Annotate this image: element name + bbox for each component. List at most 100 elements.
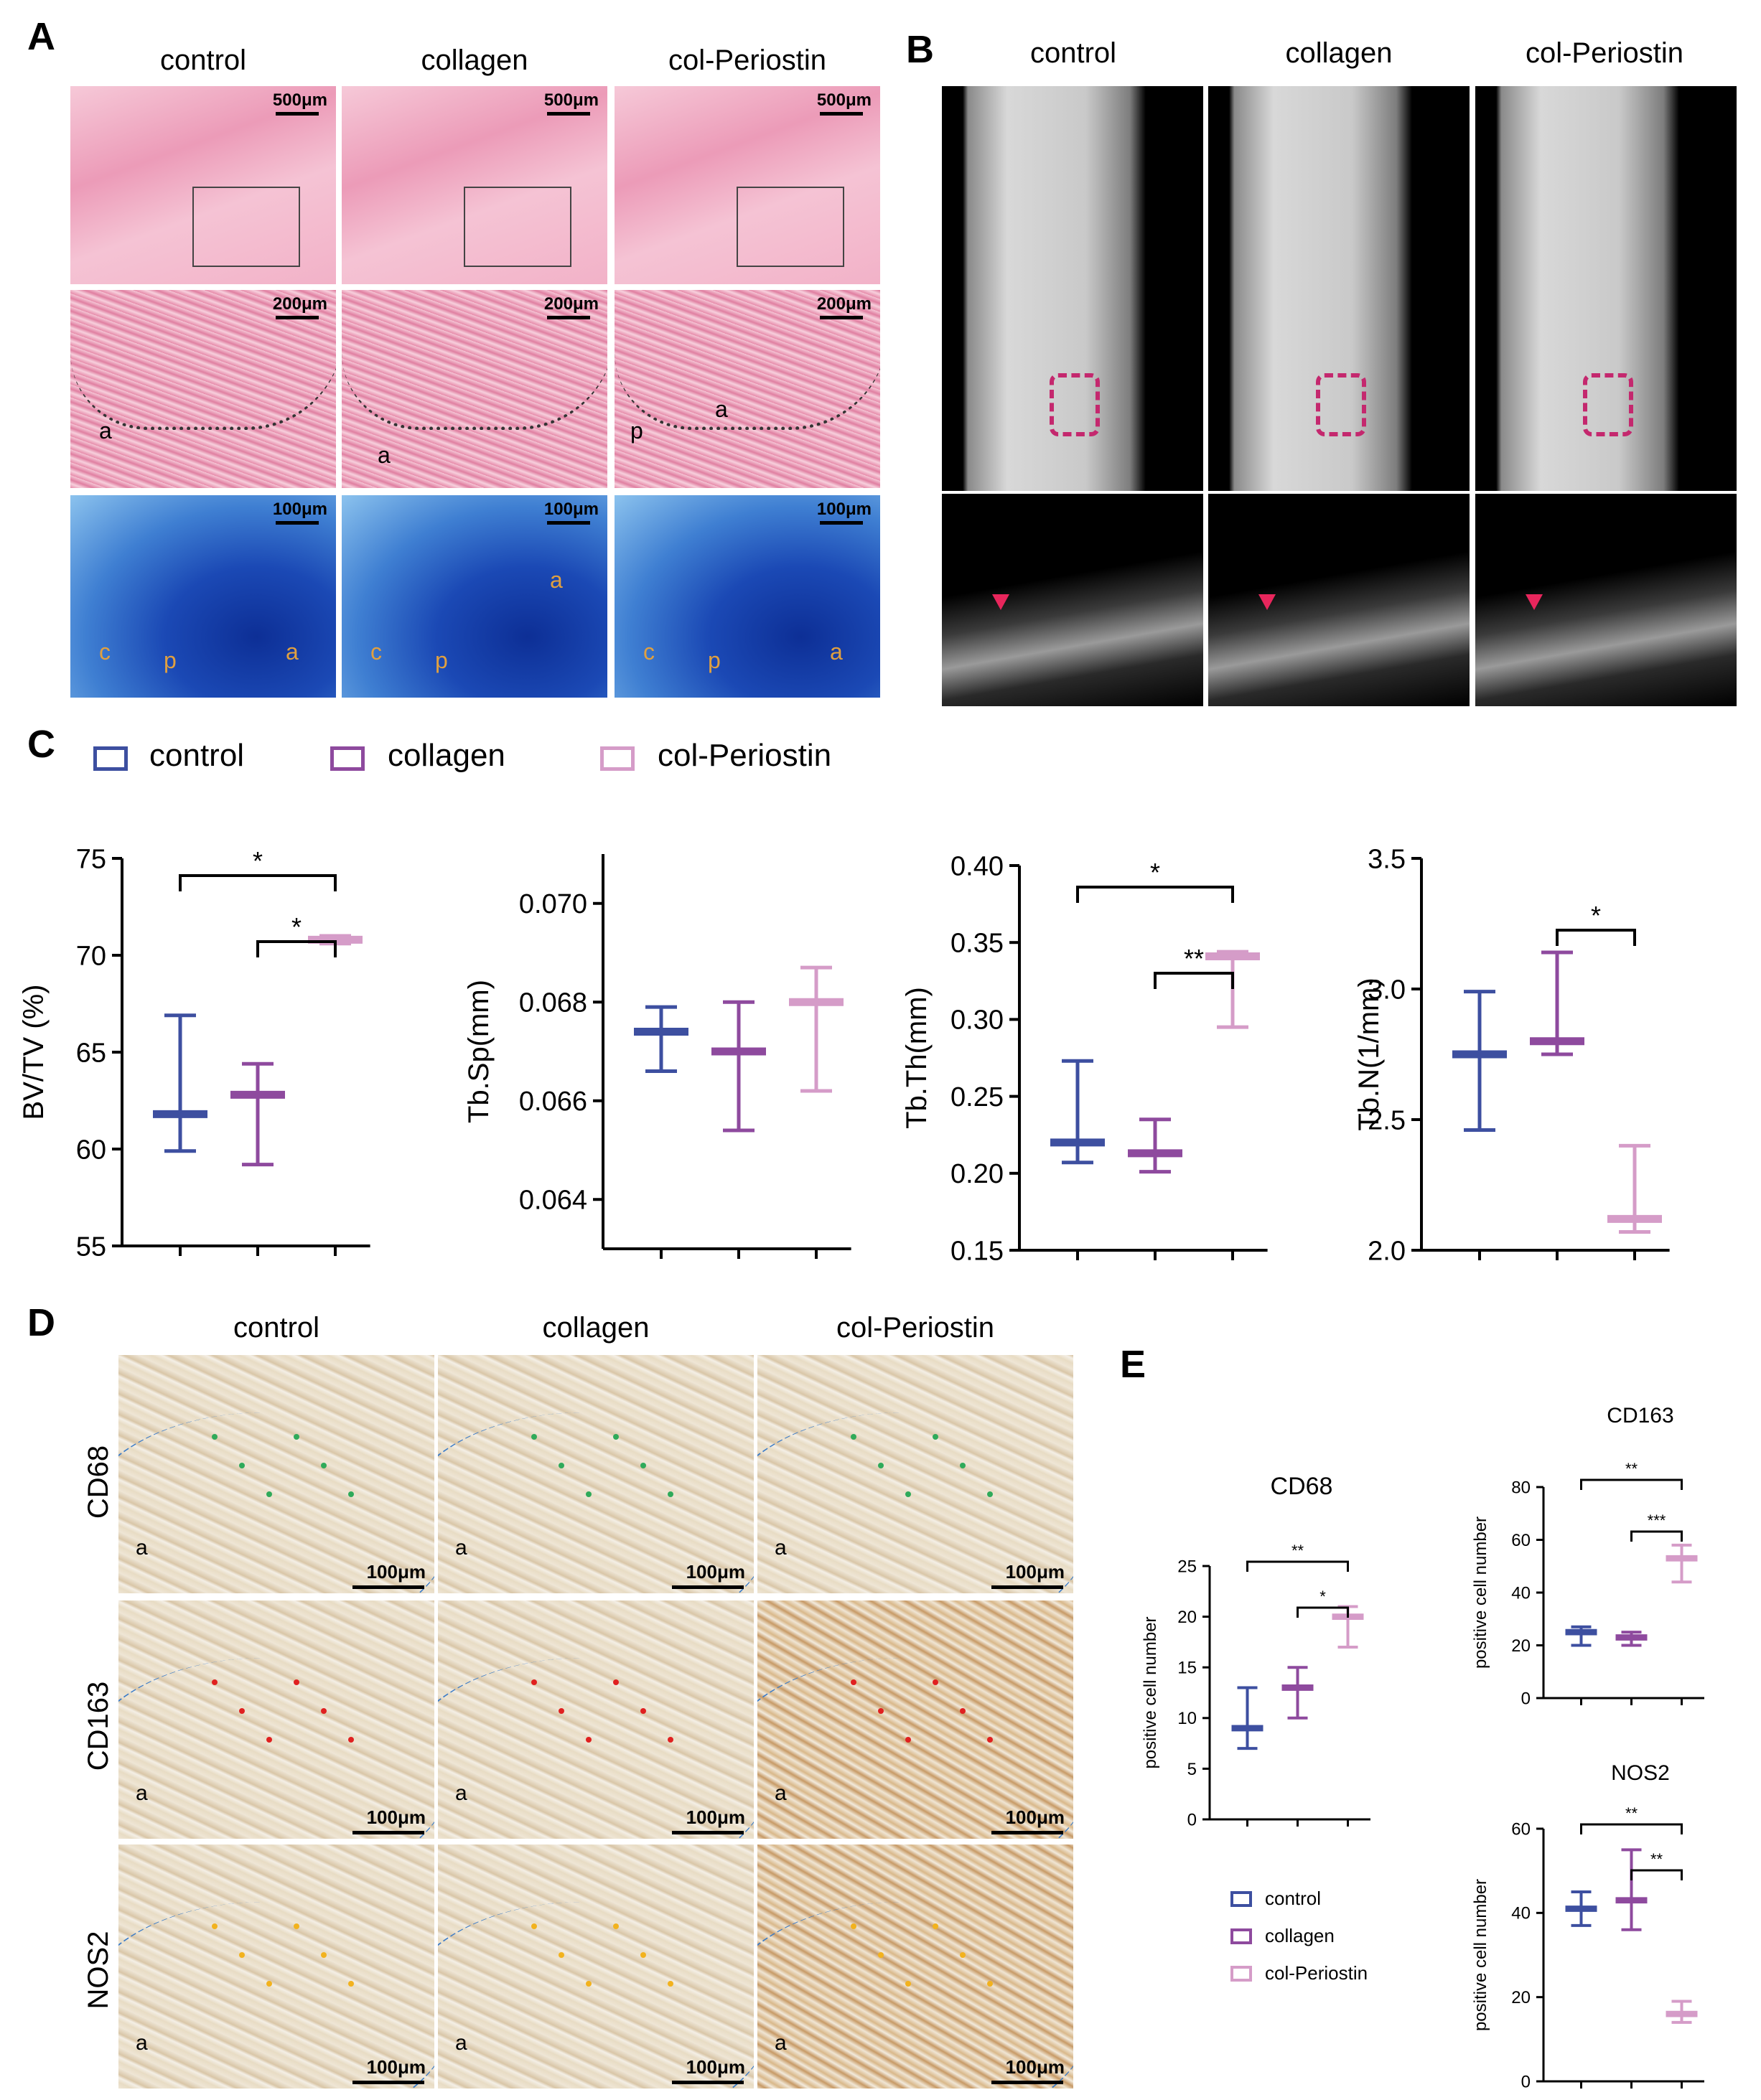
positive-cell-marker [348, 1491, 354, 1497]
tissue-label: c [99, 639, 111, 665]
legend-e-swatch-collagen [1230, 1928, 1252, 1944]
positive-cell-marker [851, 1923, 856, 1929]
positive-cell-marker [531, 1434, 537, 1440]
scale-bar-label: 500μm [816, 90, 872, 110]
tissue-label: a [136, 1781, 148, 1805]
positive-cell-marker [987, 1491, 993, 1497]
y-tick-label: 0.25 [950, 1082, 1004, 1112]
panel-a-image-r2-collagen: 200μm a [342, 290, 607, 488]
panel-b-microct-section-col-periostin [1475, 494, 1737, 706]
bracket-line [1580, 1823, 1683, 1834]
scale-bar [991, 1585, 1063, 1589]
significance-label: ** [1625, 1460, 1638, 1478]
legend-e-label-collagen: collagen [1265, 1925, 1335, 1946]
boundary-line [342, 333, 607, 430]
y-axis-label: Tb.Th(mm) [901, 987, 933, 1129]
y-tick-label: 0 [1521, 2072, 1531, 2091]
panel-a-col-title-control: control [159, 44, 247, 76]
panel-a-image-r1-col-periostin: 500μm [615, 86, 880, 284]
positive-cell-marker [613, 1923, 619, 1929]
panel-letter-e: E [1120, 1343, 1146, 1386]
panel-a-col-title-col-periostin: col-Periostin [668, 44, 827, 76]
y-tick-label: 0.40 [950, 851, 1004, 881]
tissue-label: a [830, 639, 843, 665]
legend-c-swatch-collagen [330, 746, 365, 771]
y-tick-label: 60 [1511, 1819, 1531, 1839]
panel-d-image-cd68-collagen: a 100μm [438, 1355, 754, 1593]
positive-cell-marker [905, 1491, 911, 1497]
positive-cell-marker [933, 1679, 938, 1685]
significance-label: ** [1291, 1542, 1304, 1560]
panel-b-microct-section-collagen [1208, 494, 1470, 706]
series-mark-control [634, 1005, 688, 1073]
positive-cell-marker [640, 1952, 646, 1958]
chart-bvtv: 55 60 65 70 75 BV/TV (%) * * [18, 844, 370, 1262]
chart-tbn: 2.0 2.5 3.0 3.5 Tb.N(1/mm) * [1353, 844, 1670, 1266]
tissue-label: a [455, 2031, 467, 2055]
significance-label: * [253, 846, 263, 876]
scale-bar [547, 316, 590, 319]
positive-cell-marker [960, 1708, 966, 1714]
significance-label: ** [1650, 1850, 1663, 1868]
tissue-label: c [370, 639, 382, 665]
inset-box [464, 187, 571, 267]
scale-bar-label: 100μm [1005, 1806, 1065, 1828]
positive-cell-marker [640, 1463, 646, 1468]
bracket-line [1630, 1869, 1683, 1880]
y-tick-label: 55 [76, 1232, 106, 1262]
positive-cell-marker [294, 1679, 299, 1685]
tissue-label: a [775, 2031, 787, 2055]
y-tick-label: 0 [1187, 1810, 1197, 1829]
series-mark-control [1050, 1059, 1105, 1165]
positive-cell-marker [987, 1737, 993, 1743]
scale-bar [991, 1831, 1063, 1834]
tissue-label: a [775, 1536, 787, 1560]
tissue-label: p [164, 647, 177, 673]
scale-bar [820, 521, 863, 525]
legend-e-label-col-periostin: col-Periostin [1265, 1962, 1368, 1984]
series-mark-control [153, 1013, 207, 1153]
positive-cell-marker [266, 1737, 272, 1743]
scale-bar [276, 521, 319, 525]
defect-box [1050, 373, 1100, 436]
panel-b-microct-3d-collagen [1208, 86, 1470, 491]
panel-letter-c: C [27, 723, 55, 766]
chart-tbsp: 0.064 0.066 0.068 0.070 Tb.Sp(mm) [463, 854, 851, 1259]
series-mark-control [1452, 990, 1507, 1133]
positive-cell-marker [613, 1679, 619, 1685]
positive-cell-marker [531, 1923, 537, 1929]
scale-bar-label: 200μm [816, 294, 872, 314]
y-axis-label: BV/TV (%) [18, 985, 50, 1120]
positive-cell-marker [878, 1708, 884, 1714]
y-tick-label: 40 [1511, 1904, 1531, 1923]
scale-bar [352, 2081, 424, 2084]
y-tick-label: 20 [1511, 1636, 1531, 1656]
series-mark-control [1231, 1686, 1263, 1750]
series-mark-control [1565, 1890, 1597, 1927]
series-mark-col-periostin [1205, 950, 1260, 1029]
y-tick-label: 20 [1177, 1608, 1197, 1627]
significance-bracket: * [179, 846, 337, 891]
tissue-label: a [286, 639, 299, 665]
y-tick-label: 40 [1511, 1583, 1531, 1603]
scale-bar-label: 100μm [366, 2056, 426, 2078]
scale-bar-label: 100μm [816, 500, 872, 519]
tissue-label: a [99, 418, 112, 444]
significance-label: * [1591, 901, 1601, 930]
scale-bar [672, 1831, 744, 1834]
y-tick-label: 65 [76, 1038, 106, 1068]
boundary-line [615, 333, 880, 430]
bracket-line [179, 874, 337, 891]
legend-e-swatch-control [1230, 1891, 1252, 1907]
tissue-label: c [643, 639, 655, 665]
chart-nos2: NOS2 0 20 40 60 positive cell number ** ** [1471, 1761, 1704, 2091]
inset-box [737, 187, 844, 267]
panel-b-col-title-control: control [1029, 37, 1117, 69]
positive-cell-marker [960, 1463, 966, 1468]
scale-bar [352, 1831, 424, 1834]
y-tick-label: 2.0 [1368, 1236, 1406, 1266]
defect-box [1583, 373, 1633, 436]
series-mark-col-periostin [1666, 1543, 1698, 1584]
panel-d-row-title-cd68: CD68 [83, 1445, 114, 1519]
positive-cell-marker [613, 1434, 619, 1440]
